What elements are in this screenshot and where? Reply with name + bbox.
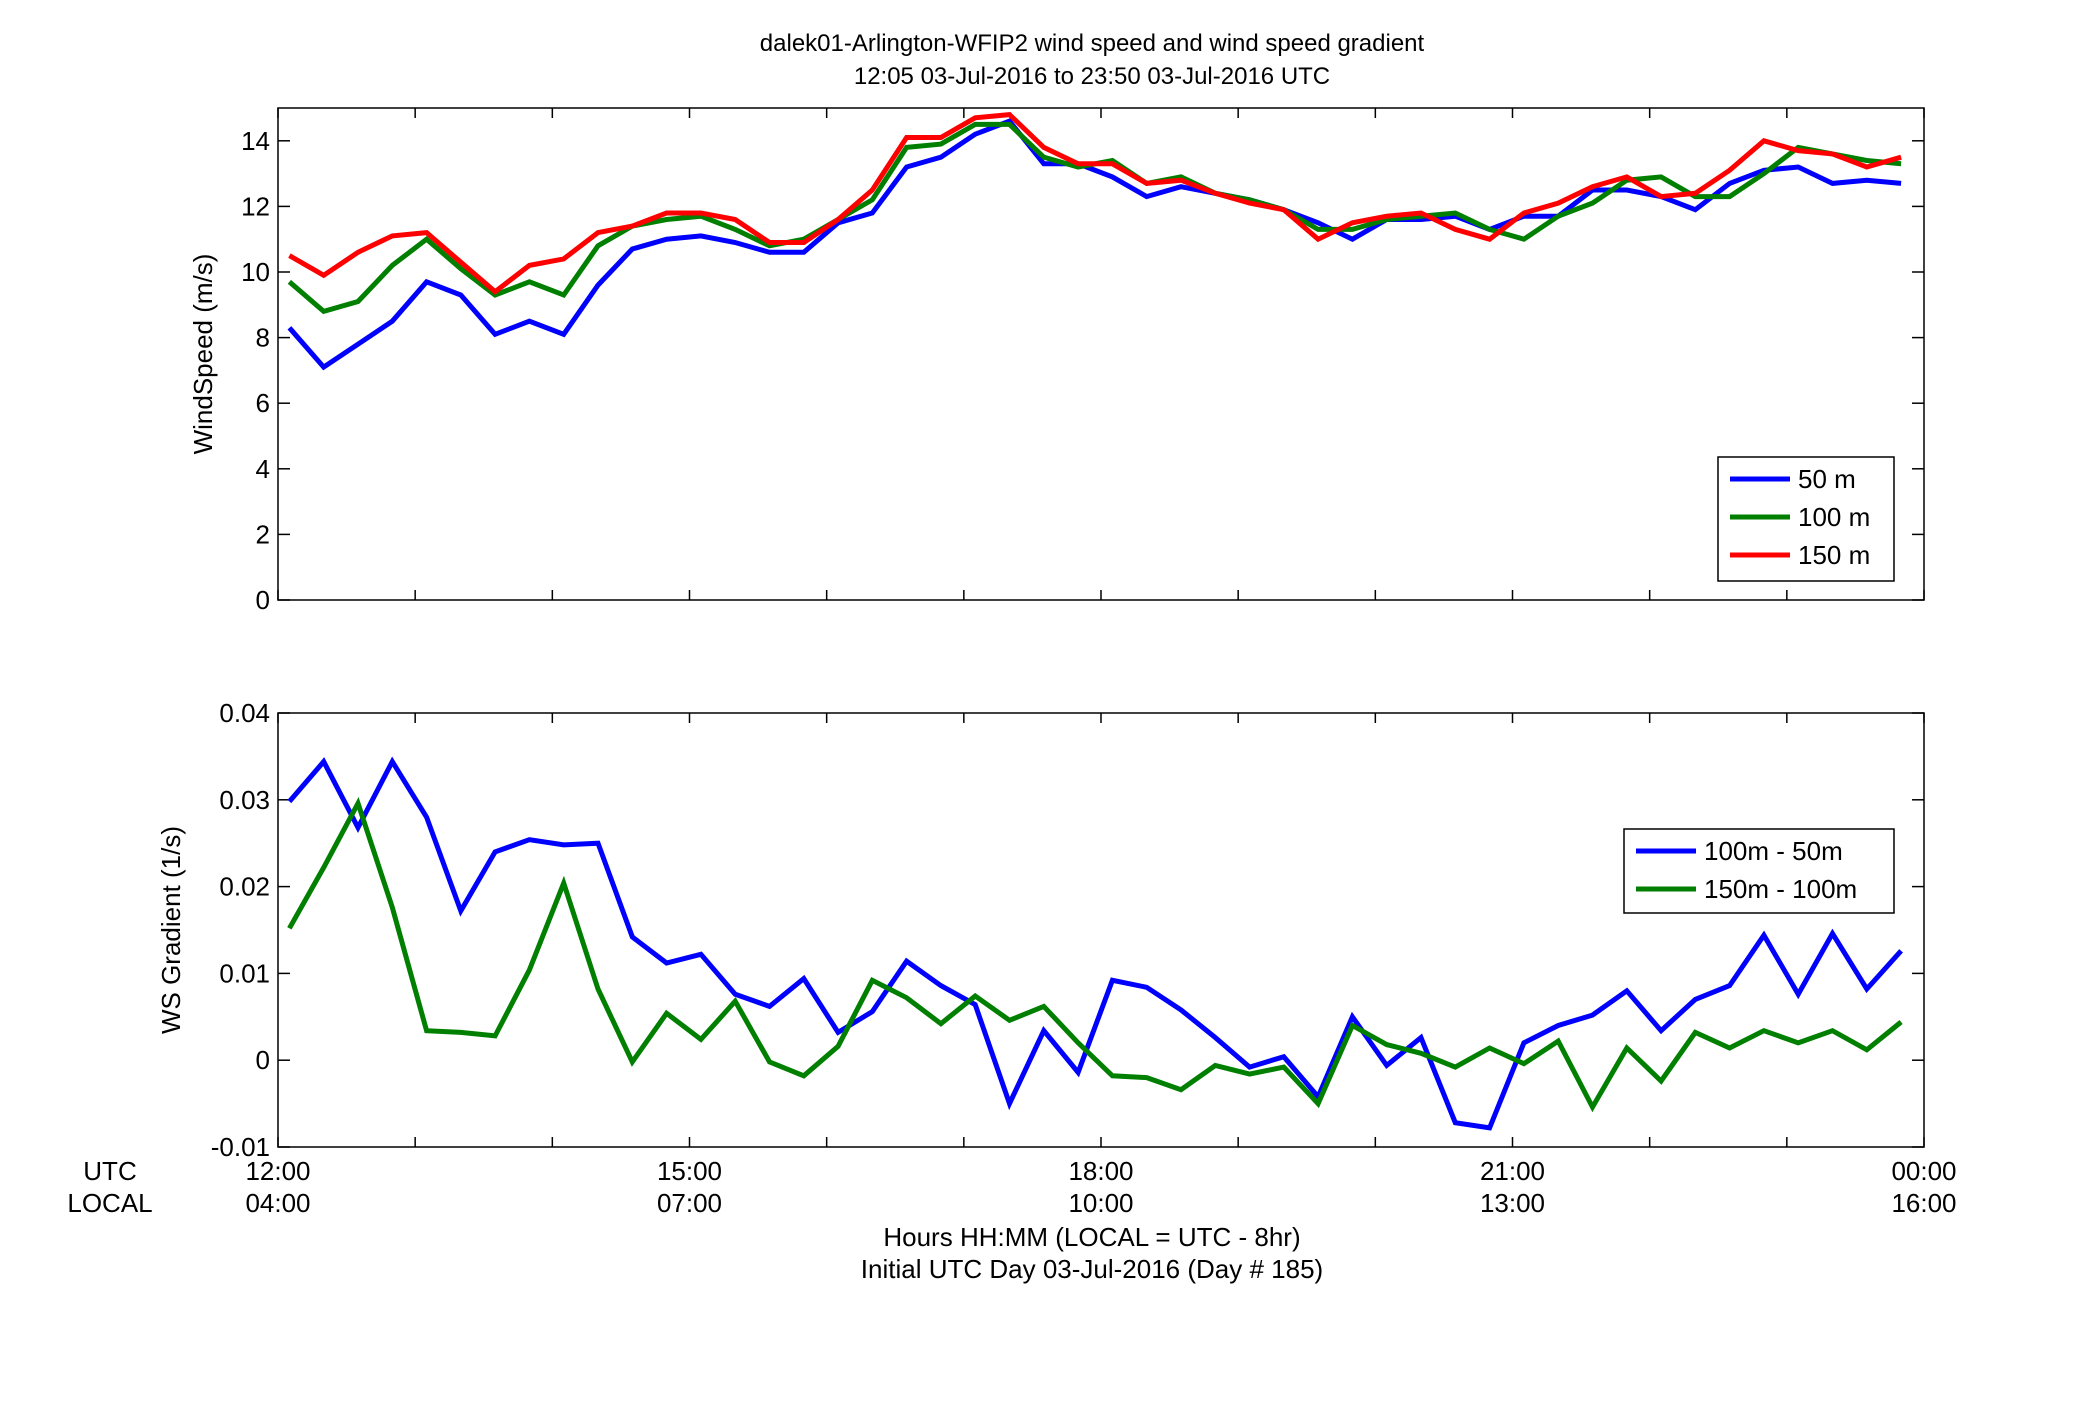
windspeed-y-tick-label: 12 [241, 191, 270, 221]
chart-title-line2: 12:05 03-Jul-2016 to 23:50 03-Jul-2016 U… [854, 63, 1330, 90]
windspeed-legend-label-150-m: 150 m [1798, 540, 1870, 570]
windspeed-series-50-m-line [287, 118, 1902, 371]
x-axis-label-line2: Initial UTC Day 03-Jul-2016 (Day # 185) [861, 1254, 1323, 1284]
local-tick-label: 07:00 [657, 1188, 722, 1218]
windspeed-y-tick-label: 10 [241, 257, 270, 287]
windspeed-legend: 50 m 100 m 150 m [1717, 456, 1895, 582]
windspeed-series-150-m-line [288, 112, 1902, 295]
windspeed-y-axis-label: WindSpeed (m/s) [188, 254, 218, 455]
local-tick-label: 10:00 [1068, 1188, 1133, 1218]
utc-tick-label: 00:00 [1891, 1156, 1956, 1186]
gradient-series-100m-50m-line [287, 756, 1903, 1131]
windspeed-legend-label-50-m: 50 m [1798, 464, 1856, 494]
windspeed-panel: 0 2 4 6 8 10 12 14 WindSpeed (m/s) 50 m 100 m 150 m [188, 107, 1925, 615]
windspeed-y-tick-label: 14 [241, 126, 270, 156]
local-tick-label: 16:00 [1891, 1188, 1956, 1218]
x-axis-label-line1: Hours HH:MM (LOCAL = UTC - 8hr) [883, 1222, 1300, 1252]
chart-title-line1: dalek01-Arlington-WFIP2 wind speed and w… [760, 30, 1425, 57]
windspeed-y-tick-label: 8 [256, 323, 270, 353]
gradient-legend-label-100m-50m: 100m - 50m [1704, 836, 1843, 866]
gradient-series-150m-100m-line [287, 796, 1903, 1113]
utc-tick-label: 15:00 [657, 1156, 722, 1186]
utc-row-label: UTC [83, 1156, 136, 1186]
windspeed-y-tick-label: 6 [256, 388, 270, 418]
gradient-y-tick-label: 0.03 [219, 785, 270, 815]
gradient-y-tick-label: -0.01 [211, 1132, 270, 1162]
gradient-legend: 100m - 50m 150m - 100m [1623, 828, 1895, 914]
windspeed-y-tick-label: 2 [256, 519, 270, 549]
gradient-y-axis-label: WS Gradient (1/s) [156, 826, 186, 1034]
windspeed-y-tick-label: 0 [256, 585, 270, 615]
gradient-y-tick-label: 0.01 [219, 958, 270, 988]
gradient-y-tick-label: 0 [256, 1045, 270, 1075]
local-row-label: LOCAL [67, 1188, 152, 1218]
gradient-y-tick-label: 0.04 [219, 698, 270, 728]
windspeed-y-tick-label: 4 [256, 454, 270, 484]
utc-tick-label: 12:00 [245, 1156, 310, 1186]
utc-tick-label: 18:00 [1068, 1156, 1133, 1186]
gradient-panel: -0.01 0 0.01 0.02 0.03 0.04 WS Gradient (1/s) 1… [156, 698, 1925, 1162]
local-tick-label: 04:00 [245, 1188, 310, 1218]
gradient-legend-label-150m-100m: 150m - 100m [1704, 874, 1857, 904]
windspeed-legend-label-100-m: 100 m [1798, 502, 1870, 532]
gradient-legend-box [1623, 828, 1895, 914]
utc-tick-label: 21:00 [1480, 1156, 1545, 1186]
local-tick-label: 13:00 [1480, 1188, 1545, 1218]
gradient-y-tick-label: 0.02 [219, 872, 270, 902]
